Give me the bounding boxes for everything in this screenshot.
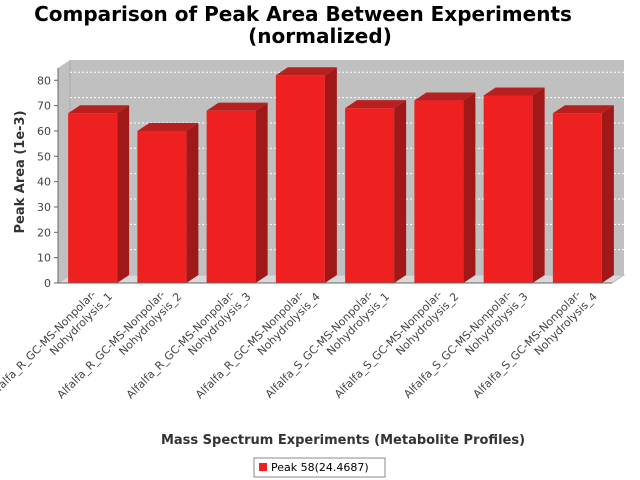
bar [345, 100, 407, 283]
x-tick-label: Alfalfa_S_GC-MS-Nonpolar-Nohydrolysis_3 [401, 281, 530, 410]
x-axis: Alfalfa_R_GC-MS-Nonpolar-Nohydrolysis_1A… [0, 281, 612, 411]
bar-side [463, 92, 476, 283]
y-tick-label: 60 [37, 125, 51, 138]
bar [206, 102, 268, 283]
bars [68, 67, 614, 284]
bar-top [137, 122, 199, 131]
y-axis-label: Peak Area (1e-3) [13, 110, 28, 233]
bar-front [483, 95, 533, 284]
bar-top [483, 87, 545, 96]
legend: Peak 58(24.4687) [253, 457, 386, 478]
y-tick-label: 30 [37, 201, 51, 214]
bar-top [206, 102, 268, 111]
x-tick-label: Alfalfa_S_GC-MS-Nonpolar-Nohydrolysis_2 [332, 281, 461, 410]
bar-side [394, 100, 407, 283]
bar [552, 105, 614, 283]
y-tick-label: 40 [37, 176, 51, 189]
x-tick-label: Alfalfa_S_GC-MS-Nonpolar-Nohydrolysis_1 [263, 281, 392, 410]
x-tick-label: Alfalfa_R_GC-MS-Nonpolar-Nohydrolysis_2 [55, 281, 185, 411]
bar [68, 105, 130, 283]
x-tick-label-line: Alfalfa_R_GC-MS-Nonpolar- [0, 288, 99, 401]
y-tick-label: 50 [37, 150, 51, 163]
bar-front [552, 113, 602, 283]
bar-side [601, 105, 614, 283]
legend-swatch [259, 463, 267, 471]
y-axis: 0 10 20 30 40 50 60 70 80 [37, 68, 59, 290]
bar-side [117, 105, 130, 283]
y-tick-label: 20 [37, 226, 51, 239]
bar [414, 92, 476, 283]
x-axis-label: Mass Spectrum Experiments (Metabolite Pr… [161, 433, 525, 448]
bar-front [68, 113, 118, 283]
bar [483, 87, 545, 284]
bar-side [186, 122, 199, 283]
chart-title-line2: (normalized) [248, 24, 392, 48]
legend-box [253, 457, 386, 478]
bar [275, 67, 337, 283]
bar [137, 122, 199, 283]
plot-area [58, 60, 624, 283]
y-tick-label: 0 [44, 277, 51, 290]
chart-title-line1: Comparison of Peak Area Between Experime… [34, 2, 572, 26]
bar-front [414, 100, 464, 283]
bar-top [414, 92, 476, 101]
x-tick-label: Alfalfa_R_GC-MS-Nonpolar-Nohydrolysis_4 [193, 281, 323, 411]
bar-front [206, 110, 256, 283]
bar-front [275, 75, 325, 283]
bar-front [137, 130, 187, 283]
x-tick-label: Alfalfa_R_GC-MS-Nonpolar-Nohydrolysis_3 [124, 281, 254, 411]
y-tick-label: 70 [37, 100, 51, 113]
legend-entry: Peak 58(24.4687) [271, 461, 369, 474]
bar-top [275, 67, 337, 76]
y-tick-label: 80 [37, 74, 51, 87]
bar-side [324, 67, 337, 283]
bar-top [345, 100, 407, 109]
x-tick-label: Alfalfa_S_GC-MS-Nonpolar-Nohydrolysis_4 [471, 281, 600, 410]
y-tick-label: 10 [37, 252, 51, 265]
bar-side [532, 87, 545, 284]
bar-top [68, 105, 130, 114]
bar-top [552, 105, 614, 114]
bar-side [255, 102, 268, 283]
bar-front [345, 108, 395, 283]
